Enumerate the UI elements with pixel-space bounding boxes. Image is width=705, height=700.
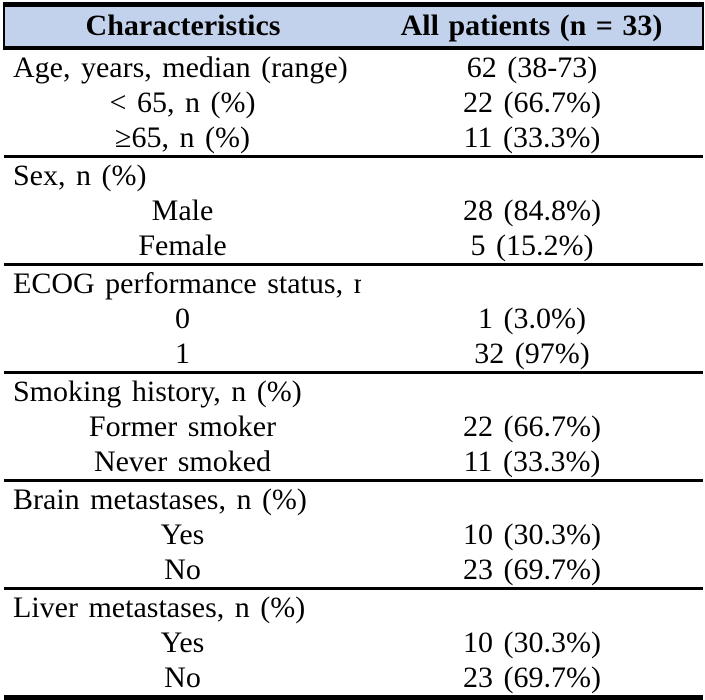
row-value <box>361 157 703 194</box>
row-label: Female <box>4 228 361 266</box>
row-label: 0 <box>175 301 190 335</box>
table-row-brain-yes: Yes 10 (30.3%) <box>4 517 703 552</box>
patient-characteristics-table: Characteristics All patients (n = 33) Ag… <box>3 2 704 700</box>
table-row-liver-no: No 23 (69.7%) <box>4 660 703 700</box>
row-value: 11 (33.3%) <box>361 444 703 482</box>
row-value: 62 (38-73) <box>466 50 598 84</box>
row-label: Liver metastases, n (%) <box>13 590 306 624</box>
table-row-male: Male 28 (84.8%) <box>4 193 703 228</box>
table-row-liver-metastases: Liver metastases, n (%) <box>4 589 703 626</box>
row-label: 1 <box>4 336 361 374</box>
row-label: Former smoker <box>88 409 277 443</box>
row-value <box>361 373 703 410</box>
row-value <box>361 589 703 626</box>
row-value: 23 (69.7%) <box>361 660 703 700</box>
table-row-sex: Sex, n (%) <box>4 157 703 194</box>
table-row-ecog: ECOG performance status, n (%) <box>4 265 703 302</box>
row-label: < 65, n (%) <box>109 85 256 119</box>
table-row-ecog-0: 0 1 (3.0%) <box>4 301 703 336</box>
row-value: 11 (33.3%) <box>361 120 703 158</box>
row-value: 23 (69.7%) <box>361 552 703 590</box>
header-characteristics: Characteristics <box>3 2 361 50</box>
row-value: 28 (84.8%) <box>463 193 601 227</box>
table-row-liver-yes: Yes 10 (30.3%) <box>4 625 703 660</box>
row-value <box>361 481 703 518</box>
row-label: Brain metastases, n (%) <box>13 482 307 516</box>
row-value: 22 (66.7%) <box>463 85 601 119</box>
table-row-brain-no: No 23 (69.7%) <box>4 552 703 590</box>
header-row: Characteristics All patients (n = 33) <box>3 2 704 50</box>
table-row-smoking: Smoking history, n (%) <box>4 373 703 410</box>
table-row-age-under-65: < 65, n (%) 22 (66.7%) <box>4 85 703 120</box>
row-value: 1 (3.0%) <box>478 301 586 335</box>
table-row-age: Age, years, median (range) 62 (38-73) <box>4 48 703 85</box>
table-row-brain-metastases: Brain metastases, n (%) <box>4 481 703 518</box>
table-body: Age, years, median (range) 62 (38-73) < … <box>4 48 703 700</box>
row-label: No <box>4 552 361 590</box>
row-label: Yes <box>160 625 205 659</box>
row-label: ECOG performance status, n (%) <box>13 266 361 300</box>
table-row-ecog-1: 1 32 (97%) <box>4 336 703 374</box>
table-row-never-smoked: Never smoked 11 (33.3%) <box>4 444 703 482</box>
row-label: Age, years, median (range) <box>13 50 348 84</box>
row-value: 10 (30.3%) <box>463 517 601 551</box>
row-value <box>361 265 703 302</box>
row-label: Sex, n (%) <box>13 158 147 192</box>
table-row-former-smoker: Former smoker 22 (66.7%) <box>4 409 703 444</box>
row-value: 22 (66.7%) <box>463 409 601 443</box>
row-label: Smoking history, n (%) <box>13 374 302 408</box>
row-label: Male <box>151 193 214 227</box>
table-row-female: Female 5 (15.2%) <box>4 228 703 266</box>
row-label: ≥65, n (%) <box>4 120 361 158</box>
table-header: Characteristics All patients (n = 33) <box>3 2 704 50</box>
row-value: 5 (15.2%) <box>361 228 703 266</box>
table-row-age-65-plus: ≥65, n (%) 11 (33.3%) <box>4 120 703 158</box>
header-all-patients: All patients (n = 33) <box>361 2 704 50</box>
row-label: Never smoked <box>4 444 361 482</box>
row-value: 10 (30.3%) <box>463 625 601 659</box>
row-label: No <box>4 660 361 700</box>
row-label: Yes <box>160 517 205 551</box>
row-value: 32 (97%) <box>361 336 703 374</box>
